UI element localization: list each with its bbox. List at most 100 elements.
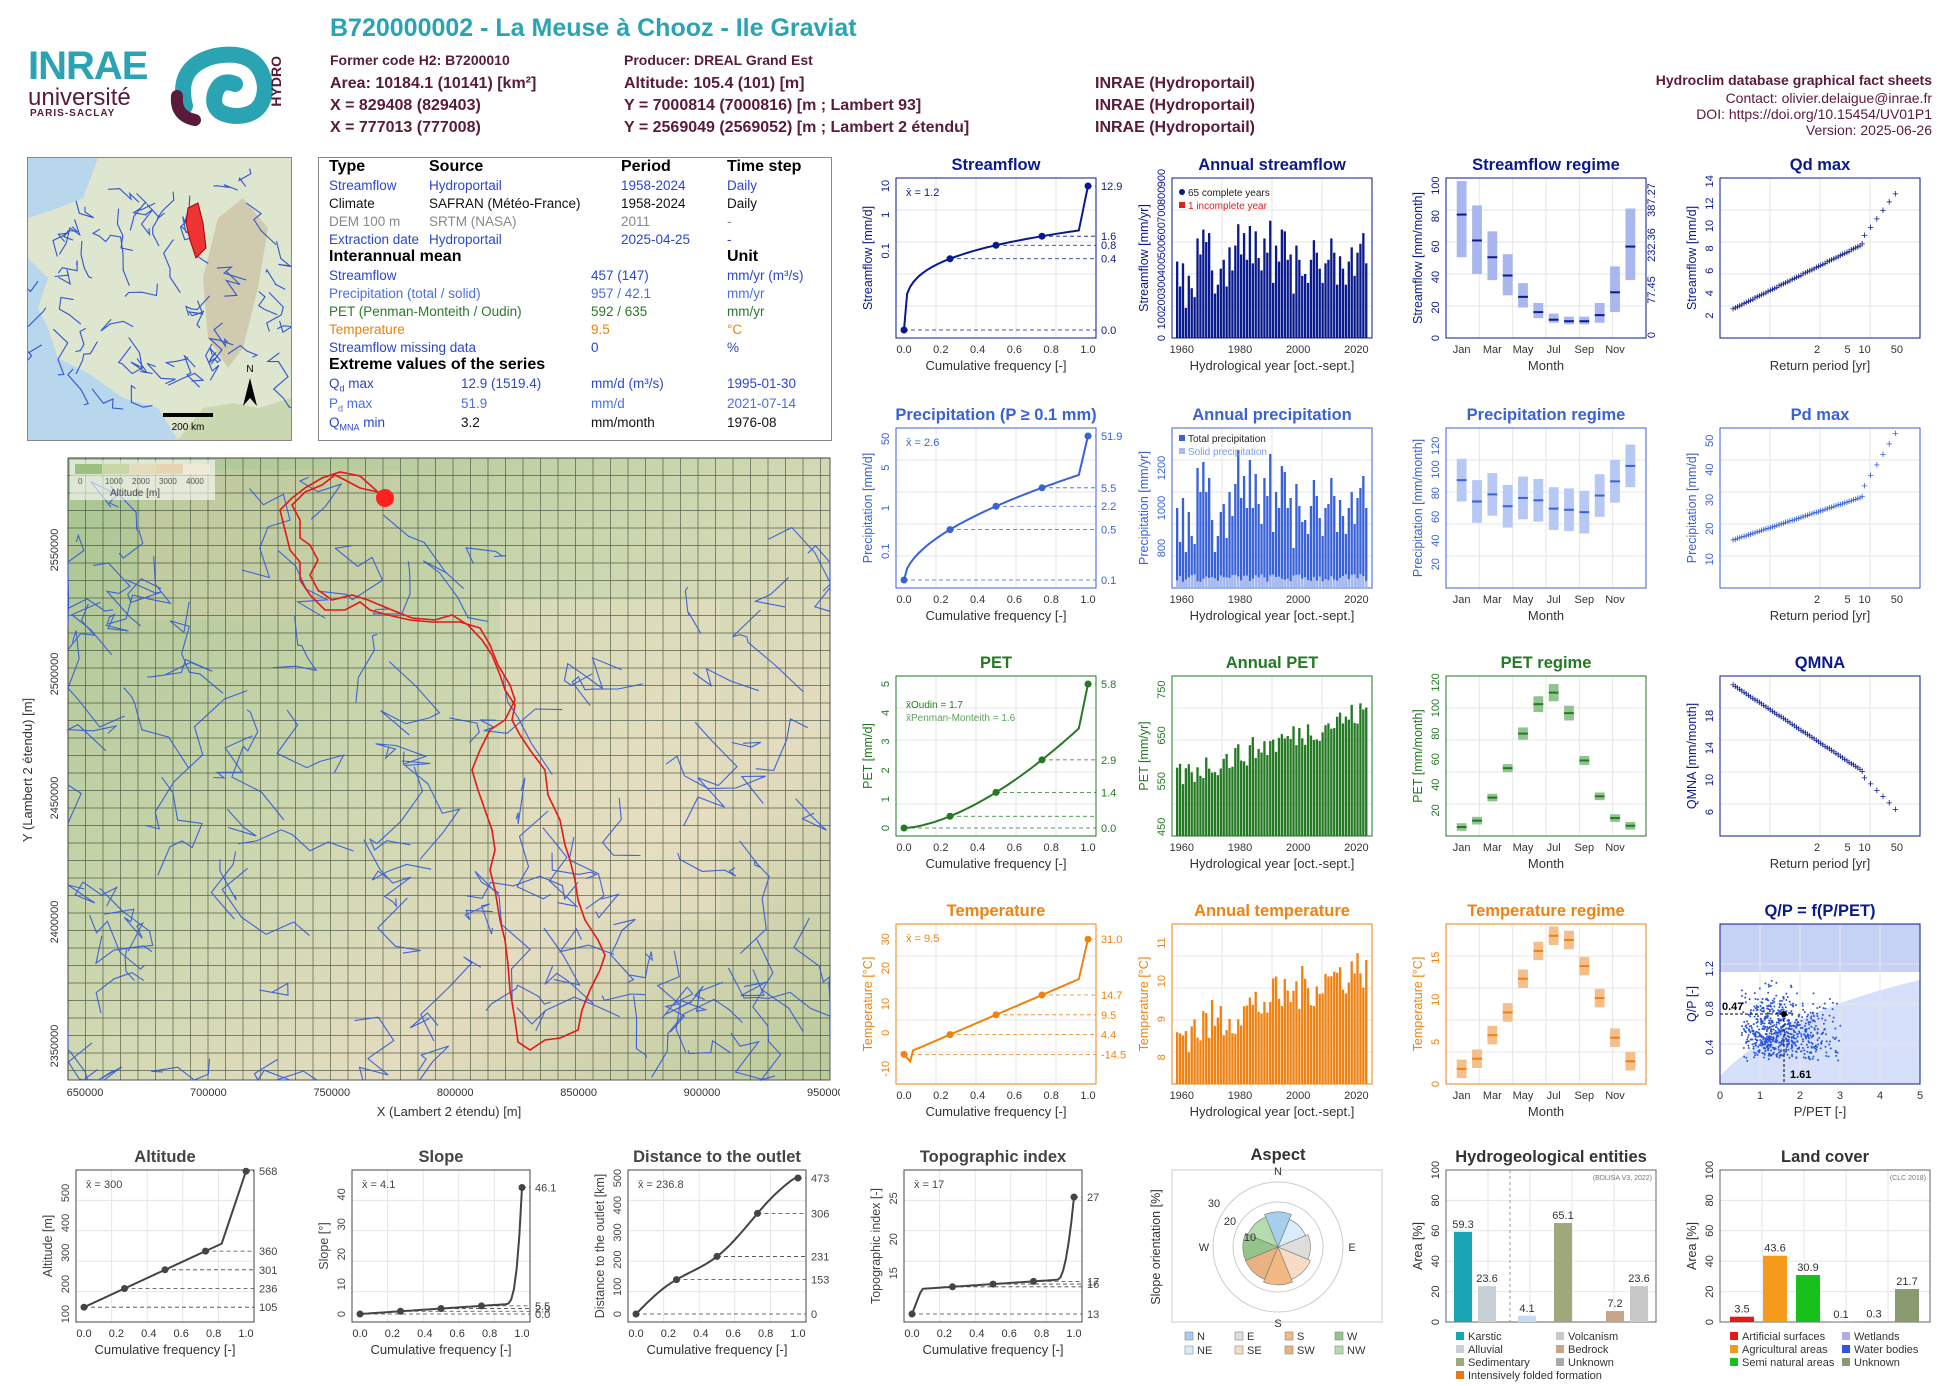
annual_temperature-bar [1315,986,1318,1084]
qdmax-point: + [1782,277,1788,289]
annual_pet-bar [1272,739,1275,836]
annual_streamflow-bar [1245,259,1249,338]
map-river [633,995,647,1058]
distance-right-label: 0 [811,1309,817,1321]
altitude: Altitude: 105.4 (101) [m] [624,75,805,92]
distance-ytick: 200 [612,1250,624,1268]
budyko-point [1805,1030,1808,1033]
budyko-point [1800,1035,1803,1038]
budyko-point [1779,1018,1782,1021]
annual_streamflow-title: Annual streamflow [1198,156,1346,174]
topo-right-label: 13 [1087,1309,1099,1321]
aspect-ring-label: 30 [1208,1198,1220,1210]
streamflow-ytick: 1 [880,212,892,218]
budyko-point [1807,1020,1810,1023]
hydrogeo-legend-label: Sedimentary [1468,1357,1530,1369]
precipitation-frame [895,427,1097,589]
annual-precipitation-solid-bar [1202,578,1205,588]
budyko-point [1769,1054,1772,1057]
annual_precipitation-ytick: 1000 [1156,496,1168,520]
annual_temperature-bar [1219,1005,1222,1084]
budyko-point [1790,1035,1793,1038]
distance-ytick: 500 [612,1169,624,1187]
annual-precipitation-solid-bar [1231,575,1234,588]
extreme-label: Pd max [329,396,372,414]
budyko-point [1754,1031,1757,1034]
hydrogeo-legend-label: Bedrock [1568,1344,1609,1356]
annual_pet-bar [1338,712,1342,836]
budyko-point [1794,1037,1797,1040]
qdmax-xtick: 10 [1858,344,1870,356]
budyko-point [1763,1022,1766,1025]
annual_temperature-bar [1216,1017,1220,1084]
qmna-point: + [1809,732,1815,744]
budyko-point [1794,1041,1797,1044]
budyko-point [1751,1043,1754,1046]
doi-link[interactable]: DOI: https://doi.org/10.15454/UV01P1 [1696,106,1932,122]
map-river [67,1030,89,1081]
annual_streamflow-bar [1202,229,1205,338]
annual_streamflow-bar [1336,284,1339,338]
budyko-point [1773,1005,1776,1008]
streamflow_regime-xtick: Jan [1453,344,1471,356]
annual_streamflow-bar [1347,261,1350,338]
budyko-point [1790,1044,1793,1047]
budyko-point [1756,1025,1759,1028]
landcover-frame [1719,1169,1931,1323]
aspect-legend-label: NW [1347,1345,1366,1357]
minimap-river [117,346,144,375]
landcover-ytick: 40 [1704,1255,1716,1267]
annual-precipitation-solid-bar [1193,574,1196,588]
temperature_regime-frame [1445,923,1647,1085]
budyko-point [1816,1007,1819,1010]
map-xtick: 900000 [684,1087,721,1099]
annual-precipitation-solid-bar [1225,577,1228,588]
temperature_regime-title: Temperature regime [1467,902,1624,920]
map-xlabel: X (Lambert 2 étendu) [m] [377,1104,522,1119]
qdmax-point: + [1826,256,1832,268]
hydrogeo-ytick: 40 [1430,1255,1442,1267]
map-ytick: 2450000 [49,777,61,820]
qdmax-point: + [1763,287,1769,299]
qmna-point: + [1743,688,1749,700]
minimap-river [246,202,277,246]
pdmax-point: + [1850,495,1856,507]
qmna-point: + [1859,766,1865,778]
pdmax-point: + [1769,522,1775,534]
annual_precipitation-bar [1266,496,1269,588]
budyko-point [1780,1027,1783,1030]
annual-precipitation-solid-bar [1333,579,1336,588]
streamflow_regime-box [1533,302,1544,319]
qmna-point: + [1754,696,1760,708]
annual_precipitation-bar [1237,450,1240,588]
annual_streamflow-bar [1298,259,1301,338]
budyko-point [1766,1048,1769,1051]
annual_precipitation-bar [1219,512,1222,588]
streamflow-right-label: 0.8 [1101,240,1116,252]
qdmax-point: + [1839,249,1845,261]
row-step: Daily [727,178,758,193]
map-river [544,965,594,1005]
aspect-legend-swatch [1184,1345,1194,1355]
map-river [466,875,579,901]
qmna-point: + [1758,699,1764,711]
annual_streamflow-bar [1338,256,1342,338]
budyko-xtick: 5 [1917,1090,1923,1102]
altitude-title: Altitude [134,1148,195,1166]
precipitation-xlabel: Cumulative frequency [-] [926,608,1067,623]
minimap-river [58,219,81,255]
row-period: 1958-2024 [621,196,686,211]
budyko-point [1811,1019,1814,1022]
qmna-point: + [1736,684,1742,696]
annual_pet-bar [1257,748,1260,836]
map-ytick: 2550000 [49,529,61,572]
col-source: Source [429,158,484,175]
hydrogeo-ytick: 0 [1430,1319,1442,1325]
altitude-right-label: 236 [259,1284,277,1296]
qdmax-point: + [1822,258,1828,270]
qmna-point: + [1813,735,1819,747]
budyko-point [1777,1017,1780,1020]
annual-precipitation-solid-bar [1347,579,1350,588]
pdmax-ytick: 50 [1704,435,1716,447]
annual_precipitation-bar [1338,500,1342,588]
